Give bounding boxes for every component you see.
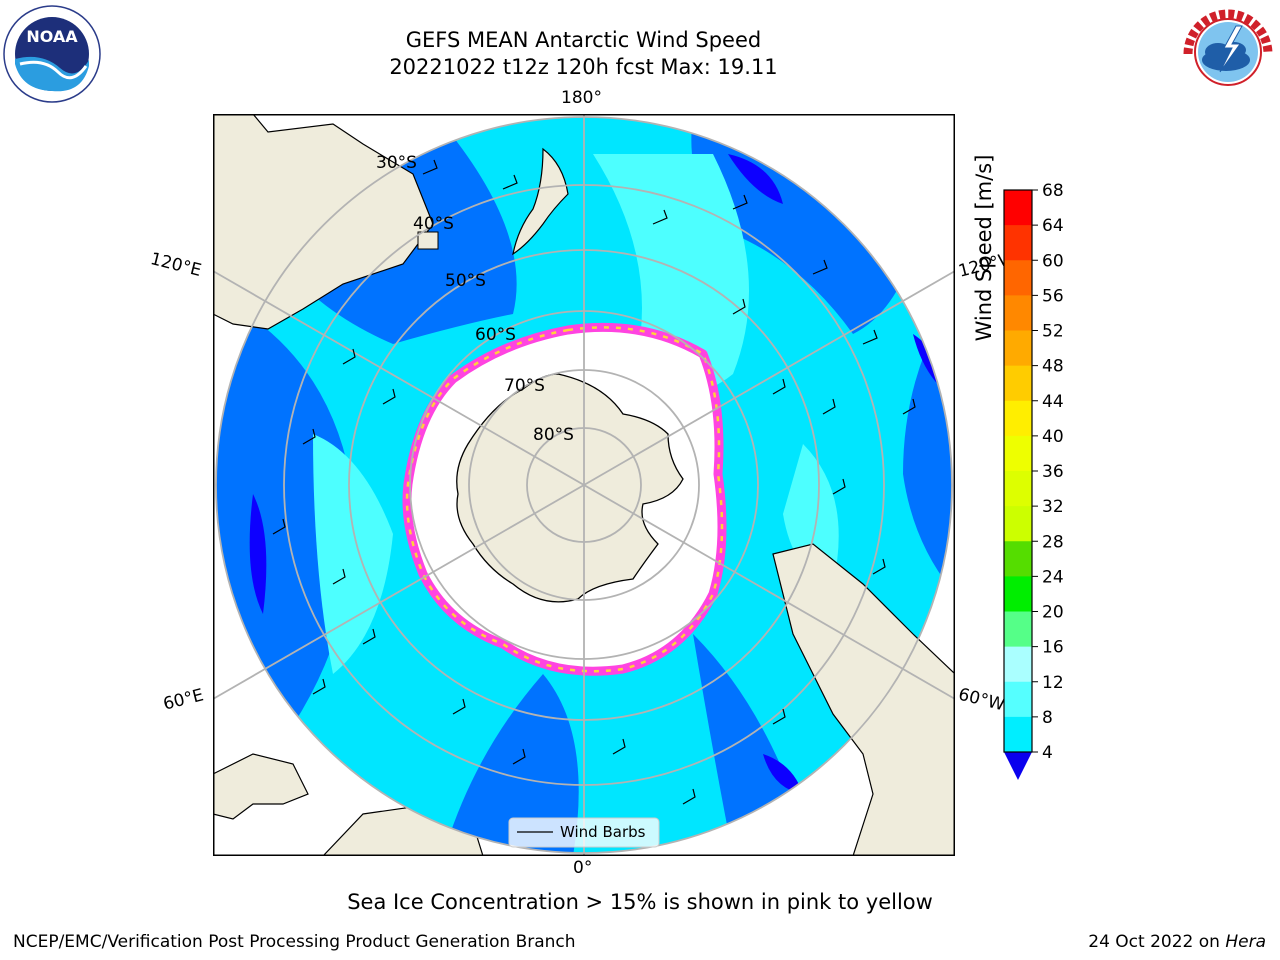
colorbar-swatch [1004, 400, 1032, 437]
colorbar-extend-arrow [1004, 752, 1032, 780]
colorbar-tick-label: 36 [1042, 462, 1064, 482]
lat-label-40s: 40°S [413, 214, 454, 234]
colorbar-tick-label: 20 [1042, 603, 1064, 623]
colorbar-swatch [1004, 611, 1032, 648]
colorbar-tick-label: 44 [1042, 392, 1064, 412]
colorbar-swatch [1004, 541, 1032, 577]
colorbar-tick-label: 16 [1042, 638, 1064, 658]
colorbar-tick-label: 52 [1042, 322, 1064, 342]
colorbar-tick-label: 56 [1042, 286, 1064, 306]
footer-date: 24 Oct 2022 on Hera [1088, 932, 1266, 952]
lon-label-120e: 120°E [148, 249, 204, 281]
colorbar-swatch [1004, 435, 1032, 472]
colorbar-swatch [1004, 365, 1032, 402]
colorbar-tick-label: 64 [1042, 216, 1064, 236]
colorbar-swatch [1004, 646, 1032, 683]
colorbar-tick-label: 4 [1042, 743, 1053, 763]
lon-label-180: 180° [561, 88, 602, 108]
colorbar-swatch [1004, 260, 1032, 296]
colorbar-tick-label: 68 [1042, 181, 1064, 201]
colorbar-swatch [1004, 471, 1032, 507]
colorbar-swatch [1004, 295, 1032, 331]
colorbar-tick-label: 12 [1042, 673, 1064, 693]
map-legend: Wind Barbs [508, 817, 660, 848]
colorbar-swatch [1004, 330, 1032, 367]
footer-credit: NCEP/EMC/Verification Post Processing Pr… [13, 932, 576, 952]
lat-label-30s: 30°S [376, 153, 417, 173]
colorbar-swatch [1004, 576, 1032, 612]
colorbar: 68 64 60 56 52 48 44 40 36 32 28 24 20 16 12 8 4 [1003, 181, 1064, 780]
national-weather-service-logo [1181, 5, 1275, 99]
chart-subtitle: 20221022 t12z 120h fcst Max: 19.11 [389, 55, 778, 79]
colorbar-swatch [1004, 190, 1032, 226]
latitude-labels: 30°S 40°S 50°S 60°S 70°S 80°S [376, 153, 574, 445]
lat-label-70s: 70°S [504, 376, 545, 396]
sea-ice-caption: Sea Ice Concentration > 15% is shown in … [347, 890, 933, 914]
wind-barbs [272, 159, 916, 805]
lon-label-0: 0° [573, 858, 593, 878]
colorbar-tick-label: 60 [1042, 251, 1064, 271]
lat-label-60s: 60°S [475, 325, 516, 345]
legend-label-wind-barbs: Wind Barbs [560, 823, 646, 841]
noaa-logo-text: NOAA [26, 27, 78, 46]
colorbar-swatch [1004, 716, 1032, 753]
colorbar-swatch [1004, 225, 1032, 261]
colorbar-swatches [1004, 190, 1032, 753]
colorbar-tick-label: 8 [1042, 708, 1053, 728]
colorbar-tick-label: 24 [1042, 567, 1064, 587]
lat-label-80s: 80°S [533, 425, 574, 445]
noaa-logo: NOAA [3, 5, 101, 103]
map-frame [213, 114, 955, 856]
colorbar-tick-label: 32 [1042, 497, 1064, 517]
chart-title: GEFS MEAN Antarctic Wind Speed [405, 28, 762, 52]
lon-label-60e: 60°E [161, 685, 206, 715]
lat-label-50s: 50°S [445, 271, 486, 291]
colorbar-label: Wind Speed [m/s] [972, 154, 996, 342]
footer-machine: Hera [1225, 932, 1266, 952]
antarctic-wind-map: Wind Barbs 30°S 40°S 50°S 60°S 70°S 80°S [213, 114, 955, 856]
lat-lon-grid [213, 114, 955, 856]
footer-date-text: 24 Oct 2022 on [1088, 932, 1226, 952]
colorbar-tick-label: 28 [1042, 532, 1064, 552]
colorbar-swatch [1004, 681, 1032, 718]
sea-ice-and-antarctica [402, 322, 727, 676]
colorbar-tick-label: 40 [1042, 427, 1064, 447]
colorbar-tick-label: 48 [1042, 357, 1064, 377]
colorbar-swatch [1004, 506, 1032, 542]
